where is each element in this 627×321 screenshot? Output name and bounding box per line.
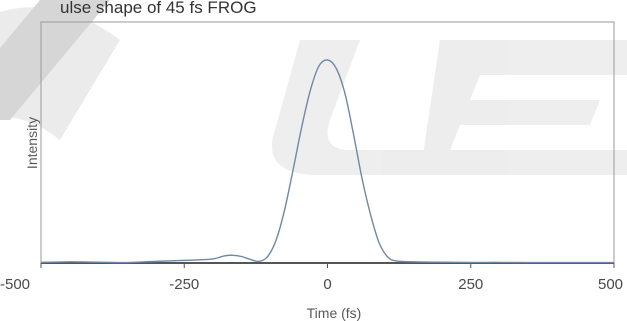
x-tick-label: 250 xyxy=(458,276,483,293)
x-axis-ticks xyxy=(40,263,615,268)
x-axis-label: Time (fs) xyxy=(307,305,362,321)
chart-title: ulse shape of 45 fs FROG xyxy=(60,0,257,17)
watermark-logo xyxy=(0,0,627,175)
x-tick-label: -500 xyxy=(0,276,30,293)
x-tick-label: 500 xyxy=(598,276,623,293)
x-tick-label: 0 xyxy=(323,276,331,293)
x-axis-tick-labels: -500 -250 0 250 500 xyxy=(0,276,623,293)
series-line xyxy=(40,59,614,264)
watermark-slash xyxy=(0,0,110,120)
watermark-letter-e xyxy=(420,40,627,175)
watermark-letter-c xyxy=(272,40,430,175)
y-axis-label: Intensity xyxy=(24,117,40,169)
x-tick-label: -250 xyxy=(169,276,199,293)
